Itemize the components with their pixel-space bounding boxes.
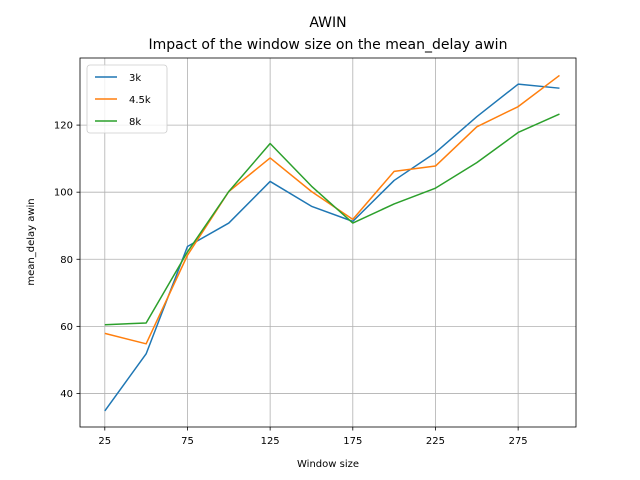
x-axis-label: Window size	[297, 459, 359, 470]
x-tick-label: 175	[343, 436, 362, 447]
y-axis-label: mean_delay awin	[26, 198, 37, 285]
y-tick-label: 120	[54, 121, 73, 132]
legend-label: 4.5k	[129, 95, 151, 106]
ticks: 25 75 125 175 225 275 40 60 80 100 120	[54, 121, 528, 447]
series-line-4.5k	[104, 74, 560, 345]
y-tick-label: 60	[60, 322, 73, 333]
x-tick-label: 125	[261, 436, 280, 447]
legend-label: 3k	[129, 73, 141, 84]
series-line-3k	[104, 83, 560, 412]
legend-box	[86, 64, 168, 134]
series-line-8k	[104, 113, 560, 326]
x-tick-label: 25	[98, 436, 111, 447]
chart-title: AWIN	[309, 15, 346, 31]
y-tick-label: 80	[60, 255, 73, 266]
y-tick-label: 100	[54, 188, 73, 199]
x-tick-label: 75	[181, 436, 194, 447]
y-tick-label: 40	[60, 389, 73, 400]
legend-label: 8k	[129, 117, 141, 128]
chart-subtitle: Impact of the window size on the mean_de…	[149, 37, 508, 53]
axes-frame	[79, 57, 577, 428]
x-tick-label: 225	[426, 436, 445, 447]
x-tick-label: 275	[509, 436, 528, 447]
legend: 3k 4.5k 8k	[86, 64, 168, 134]
series-lines	[104, 74, 560, 412]
